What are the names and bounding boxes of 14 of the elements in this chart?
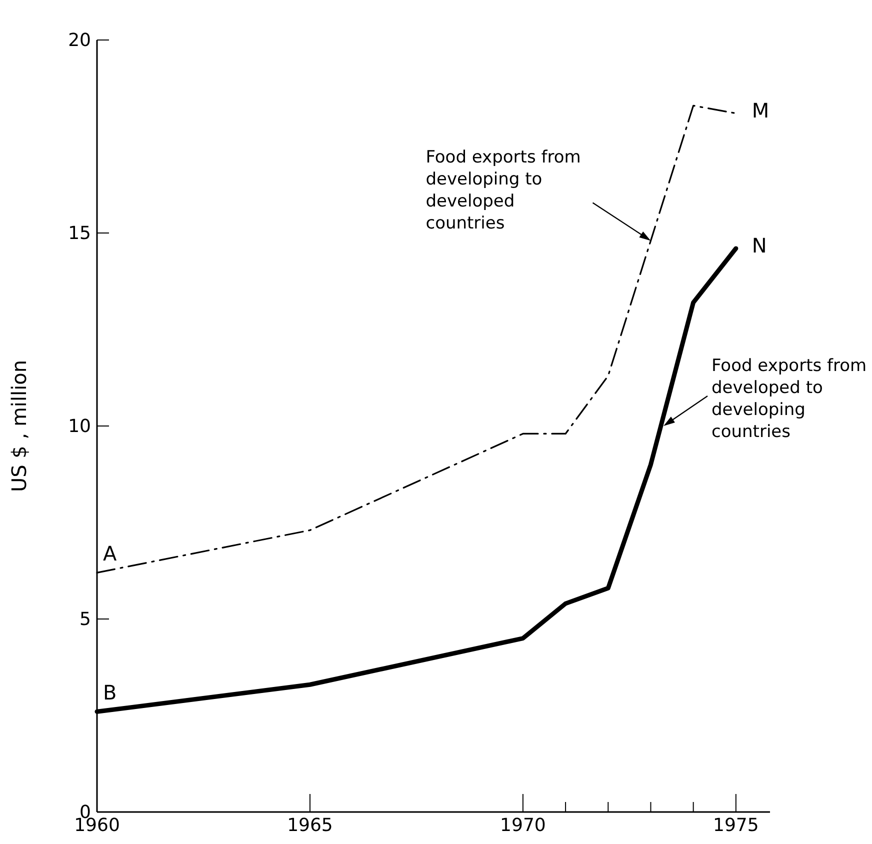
x-tick-label: 1970 [500,814,546,836]
annotation: B [103,680,117,705]
annotation: Food exports from developed to developing countries [712,356,867,442]
y-axis-title: US $ , million [7,360,31,492]
annotation: N [752,233,767,258]
annotation: M [752,98,770,122]
annotation: Food exports from developing to developed countries [426,148,581,234]
y-tick-label: 5 [80,608,91,630]
x-tick-label: 1975 [713,814,759,836]
x-tick-label: 1965 [287,814,333,836]
y-tick-label: 15 [68,222,91,244]
y-tick-label: 20 [68,30,91,51]
y-tick-label: 10 [68,416,91,437]
annotation: A [103,542,117,566]
